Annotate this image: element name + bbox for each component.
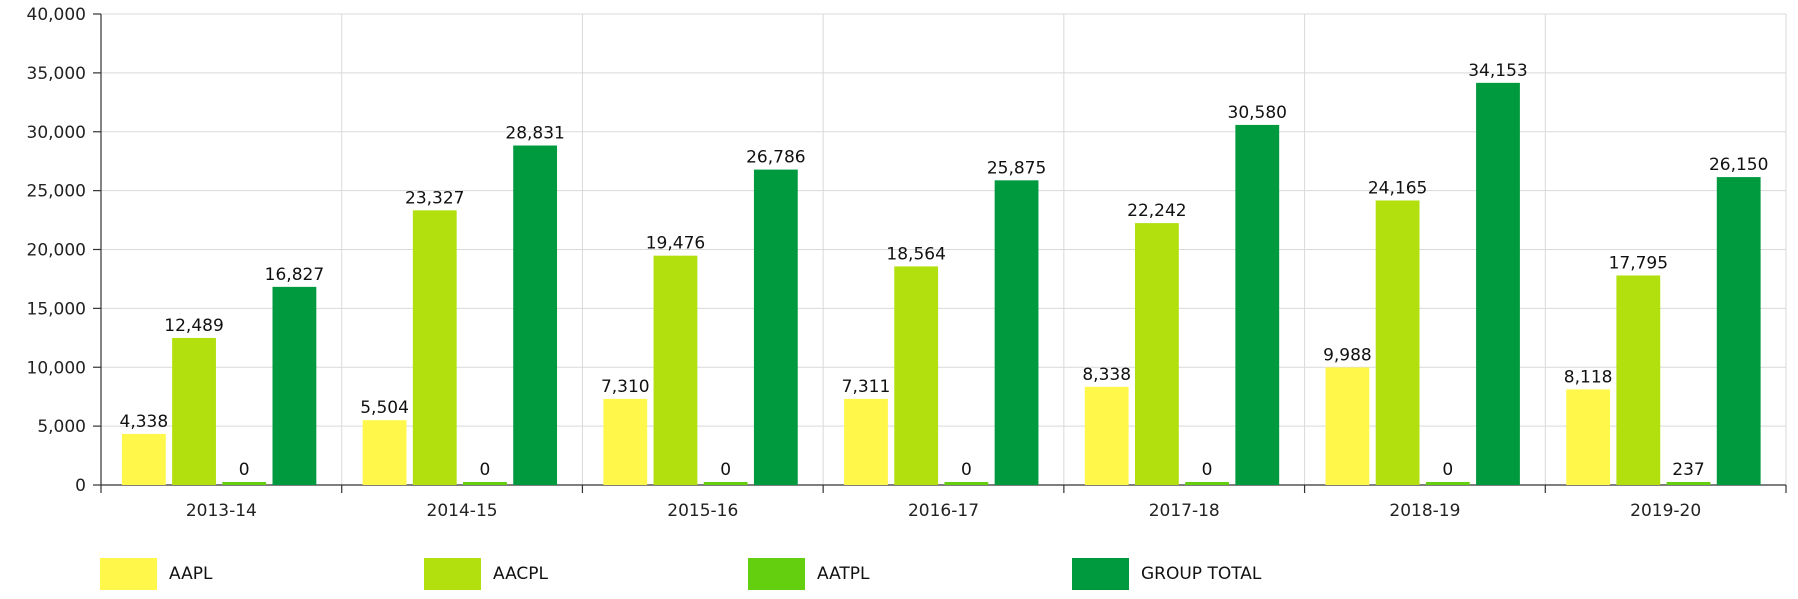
bar-aacpl (1375, 200, 1420, 485)
x-tick-label: 2017-18 (1149, 501, 1220, 521)
bar-aapl (1084, 386, 1129, 485)
bar-group-total (994, 180, 1039, 485)
x-tick-label: 2019-20 (1630, 501, 1701, 521)
bar-aatpl (1666, 482, 1711, 485)
y-tick-label: 35,000 (27, 64, 86, 84)
data-label-aacpl: 18,564 (886, 244, 945, 264)
bar-aacpl (653, 255, 698, 485)
bar-aacpl (1616, 275, 1661, 485)
data-label-aatpl: 0 (1202, 460, 1213, 480)
bar-aatpl (463, 482, 507, 485)
data-label-aacpl: 12,489 (164, 316, 223, 336)
y-tick-label: 25,000 (27, 182, 86, 202)
bar-group-total (272, 286, 317, 485)
y-tick-label: 5,000 (37, 417, 86, 437)
bar-aapl (603, 398, 648, 485)
data-label-aacpl: 24,165 (1368, 178, 1427, 198)
data-label-aacpl: 19,476 (646, 234, 705, 254)
legend-item-aacpl[interactable]: AACPL (424, 557, 548, 591)
bar-aapl (844, 398, 888, 485)
data-label-aatpl: 0 (239, 460, 250, 480)
bar-group-total (1235, 124, 1280, 485)
x-tick-label: 2014-15 (427, 501, 498, 521)
x-tick-label: 2013-14 (186, 501, 257, 521)
bar-aapl (1566, 389, 1611, 485)
bar-group-total (1716, 177, 1761, 486)
bar-aapl (121, 433, 166, 485)
data-label-aacpl: 23,327 (405, 188, 464, 208)
y-tick-label: 15,000 (27, 299, 86, 319)
data-label-group-total: 30,580 (1228, 103, 1287, 123)
data-label-aacpl: 22,242 (1127, 201, 1186, 221)
bar-aatpl (1425, 482, 1470, 485)
legend-item-aatpl[interactable]: AATPL (748, 557, 870, 591)
legend-item-aapl[interactable]: AAPL (100, 557, 212, 591)
y-tick-label: 20,000 (27, 241, 86, 261)
x-tick-label: 2016-17 (908, 501, 979, 521)
data-label-aacpl: 17,795 (1609, 253, 1668, 273)
legend-swatch (748, 558, 805, 590)
bar-group-total (1476, 82, 1520, 486)
data-label-group-total: 28,831 (505, 124, 564, 144)
data-label-aapl: 7,311 (842, 377, 891, 397)
data-label-aapl: 5,504 (360, 398, 409, 418)
data-label-aapl: 9,988 (1323, 345, 1372, 365)
data-label-aapl: 4,338 (120, 412, 169, 432)
legend-swatch (1072, 558, 1129, 590)
x-tick-label: 2015-16 (667, 501, 738, 521)
bar-aapl (1325, 367, 1370, 485)
data-label-group-total: 34,153 (1468, 61, 1527, 81)
bar-aatpl (222, 482, 267, 485)
y-tick-label: 10,000 (27, 358, 86, 378)
data-label-aatpl: 0 (1442, 460, 1453, 480)
legend-label: AAPL (169, 564, 213, 584)
data-label-group-total: 26,786 (746, 148, 805, 168)
bar-aatpl (944, 482, 989, 485)
bar-aacpl (1134, 223, 1179, 485)
data-label-aatpl: 0 (961, 460, 972, 480)
data-label-aatpl: 0 (480, 460, 491, 480)
legend-label: GROUP TOTAL (1141, 564, 1262, 584)
legend-label: AACPL (493, 564, 549, 584)
legend: AAPL AACPL AATPL GROUP TOTAL (100, 557, 1600, 591)
bar-aacpl (412, 210, 457, 485)
legend-label: AATPL (817, 564, 870, 584)
data-label-group-total: 16,827 (265, 265, 324, 285)
data-label-group-total: 25,875 (987, 158, 1046, 178)
legend-swatch (100, 558, 157, 590)
legend-swatch (424, 558, 481, 590)
bar-group-total (513, 145, 558, 486)
data-label-aatpl: 237 (1672, 460, 1704, 480)
y-tick-label: 30,000 (27, 123, 86, 143)
data-label-aatpl: 0 (720, 460, 731, 480)
bar-group-total (753, 169, 798, 485)
bar-aacpl (172, 337, 216, 485)
bar-aacpl (894, 266, 939, 485)
x-tick-label: 2018-19 (1389, 501, 1460, 521)
data-label-aapl: 8,118 (1564, 367, 1613, 387)
data-label-aapl: 7,310 (601, 377, 650, 397)
bar-aatpl (1185, 482, 1229, 485)
data-label-group-total: 26,150 (1709, 155, 1768, 175)
bar-aapl (362, 420, 407, 485)
bar-aatpl (703, 482, 748, 485)
y-tick-label: 40,000 (27, 5, 86, 25)
data-label-aapl: 8,338 (1082, 365, 1131, 385)
y-tick-label: 0 (75, 476, 86, 496)
legend-item-group-total[interactable]: GROUP TOTAL (1072, 557, 1261, 591)
